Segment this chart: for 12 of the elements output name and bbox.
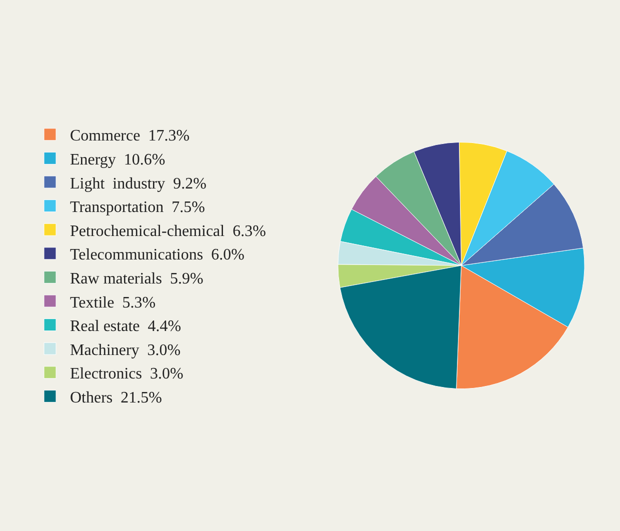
legend-label: Machinery 3.0% [70,342,181,359]
legend-label: Real estate 4.4% [70,318,182,336]
legend-label: Raw materials 5.9% [70,270,204,288]
legend-label: Electronics 3.0% [70,366,184,383]
legend-label: Transportation 7.5% [70,199,205,216]
legend-label: Textile 5.3% [70,294,156,312]
legend-label: Telecommunications 6.0% [70,246,244,264]
legend-label: Light industry 9.2% [70,175,206,192]
legend-label: Petrochemical-chemical 6.3% [70,222,266,240]
legend-label: Commerce 17.3% [70,128,190,145]
legend-label: Others 21.5% [70,389,162,406]
legend-label: Energy 10.6% [70,151,166,168]
